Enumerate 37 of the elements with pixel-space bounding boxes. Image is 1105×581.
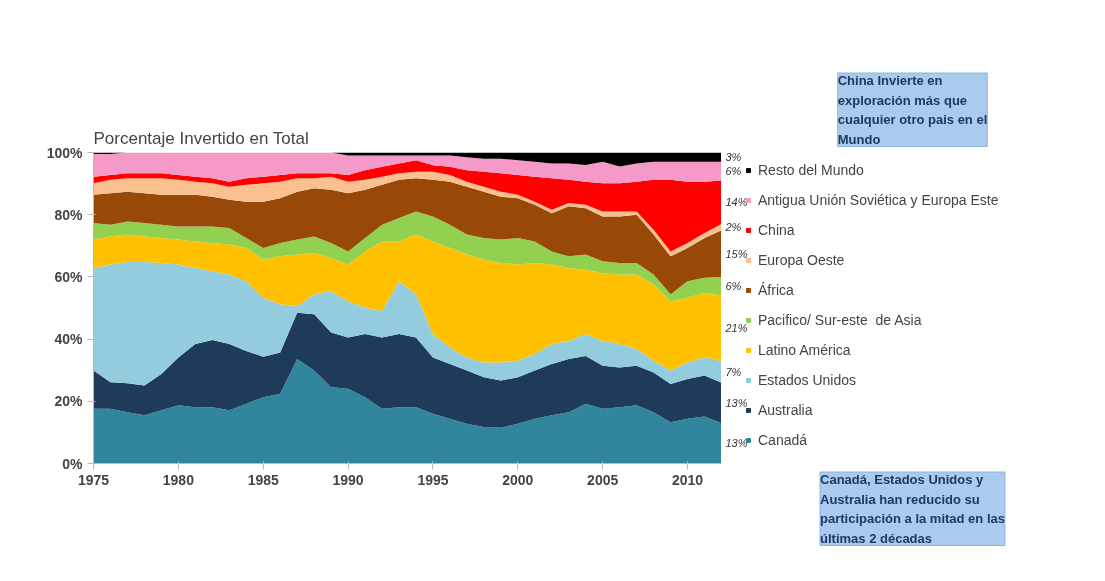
x-tick-label: 1995: [417, 471, 449, 488]
x-tick-label: 2005: [587, 471, 619, 488]
legend-label: África: [758, 282, 794, 298]
x-tick-label: 1975: [77, 471, 110, 488]
text: Canadá, Estados Unidos y Australia han reducido su participación a la mitad en las últimas 2 décadas: [820, 472, 1005, 546]
text: China Invierte en exploración más que cualquier otro pais en el Mundo: [837, 73, 988, 147]
legend-label: Canadá: [758, 432, 808, 448]
data-label: 21%: [724, 322, 748, 335]
x-tick-label: 1990: [332, 471, 364, 488]
chart-title: Porcentaje Invertido en Total: [93, 128, 309, 148]
data-label: 2%: [724, 221, 742, 234]
data-label: 6%: [725, 165, 742, 178]
x-tick-label: 2010: [671, 471, 704, 488]
data-label: 15%: [725, 247, 748, 260]
legend-label: Antigua Unión Soviética y Europa Este: [758, 192, 999, 208]
y-tick-label: 100%: [46, 144, 84, 161]
data-label: 13%: [725, 437, 748, 450]
data-label: 3%: [725, 151, 742, 164]
legend-label: China: [758, 222, 795, 238]
legend-label: Resto del Mundo: [758, 162, 864, 178]
y-tick-label: 20%: [54, 393, 84, 410]
legend-label: Pacifico/ Sur-este de Asia: [758, 312, 922, 328]
data-label: 7%: [725, 365, 742, 378]
legend-label: Latino América: [758, 342, 851, 358]
data-label: 14%: [725, 196, 748, 209]
x-tick-label: 1985: [247, 471, 280, 488]
y-tick-label: 40%: [54, 331, 84, 348]
legend-label: Australia: [758, 402, 813, 418]
legend-label: Estados Unidos: [758, 372, 857, 388]
y-tick-label: 60%: [54, 268, 84, 285]
y-tick-label: 0%: [62, 455, 84, 472]
legend-label: Europa Oeste: [758, 252, 845, 268]
x-tick-label: 2000: [502, 471, 534, 488]
x-tick-label: 1980: [162, 471, 195, 488]
y-tick-label: 80%: [54, 206, 84, 223]
data-label: 6%: [725, 280, 742, 293]
data-label: 13%: [725, 396, 748, 409]
